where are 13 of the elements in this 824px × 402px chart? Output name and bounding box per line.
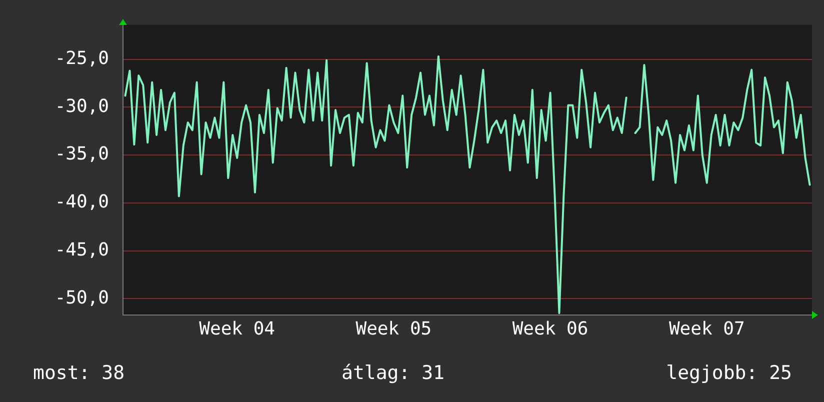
x-tick-label: Week 07 [668,318,745,340]
y-tick-label: -40,0 [54,192,109,213]
text: legjobb: 25 [666,362,792,384]
x-tick-label: Week 05 [356,318,432,340]
text: most: 38 [33,362,125,384]
y-tick-label: -25,0 [54,48,109,69]
y-tick-label: -50,0 [54,287,109,308]
x-tick-label: Week 06 [512,318,588,340]
y-tick-label: -35,0 [54,144,109,165]
y-tick-label: -30,0 [54,96,109,117]
y-tick-label: -45,0 [54,240,109,260]
text: átlag: 31 [342,362,444,384]
x-tick-label: Week 04 [199,318,276,340]
